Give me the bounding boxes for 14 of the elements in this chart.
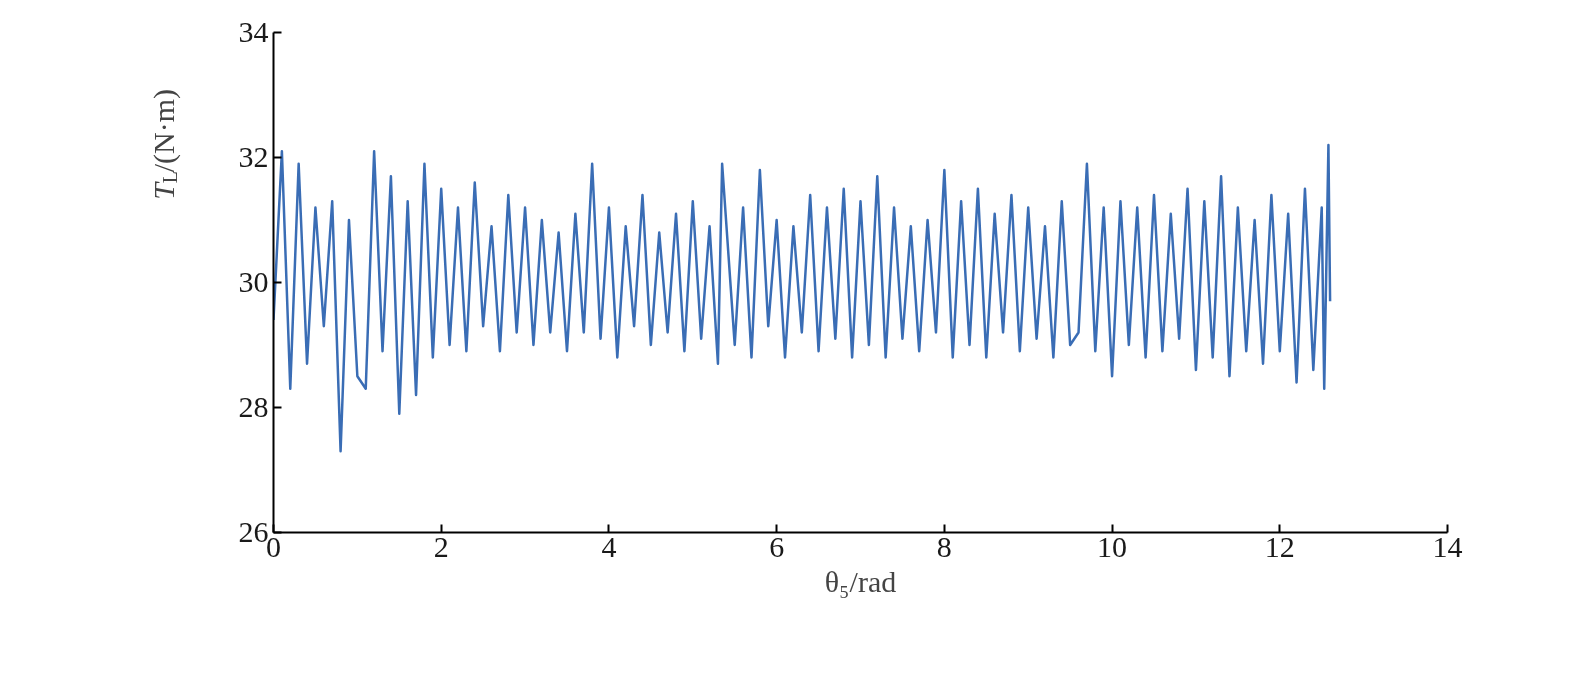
x-tick-label: 4 [601,529,617,563]
x-tick-label: 12 [1264,529,1295,563]
y-tick-label: 28 [238,390,269,423]
y-tick-label: 30 [238,265,269,298]
x-tick-label: 2 [433,529,449,563]
line-series [273,143,1332,453]
x-tick-label: 10 [1097,529,1128,563]
y-tick-label: 34 [238,15,269,48]
x-tick-label: 6 [769,529,785,563]
x-tick-label: 8 [936,529,952,563]
x-axis-title: θ₅/rad [824,564,897,598]
x-tick-label: 14 [1432,529,1463,563]
y-tick-label: 32 [238,140,269,173]
y-axis-title: TL/(N·m) [147,88,181,200]
